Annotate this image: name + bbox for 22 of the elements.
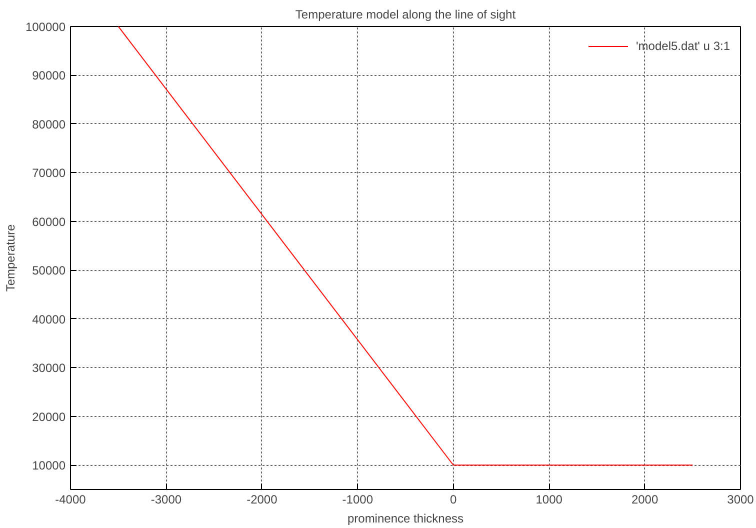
x-tick-label: 2000	[631, 492, 658, 506]
y-axis-title: Temperature	[3, 224, 18, 292]
y-tick-label: 80000	[32, 117, 66, 132]
y-tick-label: 100000	[25, 20, 66, 34]
y-tick-label: 60000	[32, 214, 66, 229]
x-tick-label: -4000	[55, 492, 86, 506]
y-tick-label: 50000	[32, 264, 66, 278]
x-tick-label: 0	[450, 492, 458, 506]
chart-title: Temperature model along the line of sight	[295, 8, 516, 22]
y-tick-label: 70000	[32, 166, 66, 180]
x-tick-label: -3000	[150, 492, 182, 506]
y-tick-label: 30000	[32, 361, 66, 376]
x-tick-label: 3000	[727, 492, 754, 506]
x-tick-label: 1000	[536, 492, 563, 506]
y-tick-label: 10000	[32, 458, 66, 473]
x-tick-label: -2000	[246, 492, 278, 506]
x-tick-label: -1000	[342, 492, 374, 506]
y-tick-label: 20000	[32, 410, 66, 424]
y-tick-label: 90000	[32, 68, 66, 83]
y-tick-label: 40000	[32, 312, 66, 326]
x-axis-title: prominence thickness	[347, 512, 464, 526]
legend-label: 'model5.dat' u 3:1	[636, 39, 730, 53]
